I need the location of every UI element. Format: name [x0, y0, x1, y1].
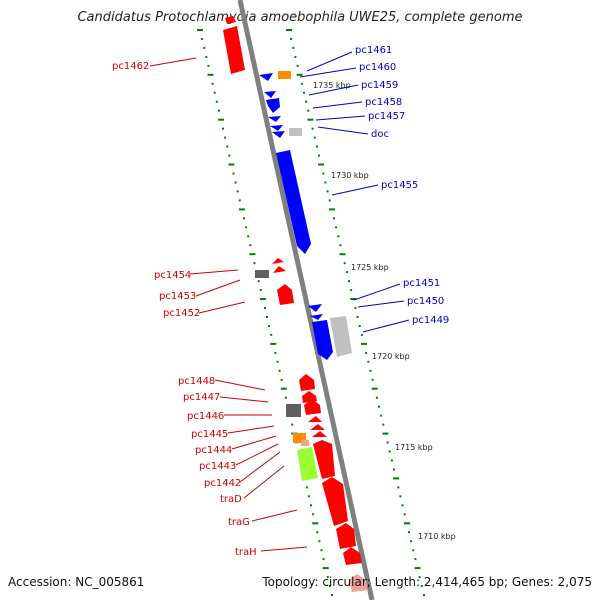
label-pc1460[interactable]: pc1460	[359, 62, 396, 73]
label-traH[interactable]: traH	[235, 547, 257, 558]
kbp-label: 1720 kbp	[372, 352, 410, 361]
gene-pc1458[interactable]	[266, 98, 280, 113]
label-pc1442[interactable]: pc1442	[204, 478, 241, 489]
gene-pc1442[interactable]	[297, 447, 318, 481]
gene-pc1444[interactable]	[293, 433, 306, 443]
label-pc1453[interactable]: pc1453	[159, 291, 196, 302]
connector-line	[357, 300, 405, 308]
gene-doc-a[interactable]	[270, 125, 283, 131]
gene-gray-small[interactable]	[289, 128, 302, 136]
label-pc1443[interactable]: pc1443	[199, 461, 236, 472]
right-gene-labels: pc1461 pc1460 pc1459 pc1458 pc1457 doc p…	[299, 45, 449, 333]
label-pc1458[interactable]: pc1458	[365, 97, 402, 108]
label-pc1448[interactable]: pc1448	[178, 376, 215, 387]
connector-line	[317, 126, 369, 135]
gene-small-red-1[interactable]	[308, 416, 322, 422]
kbp-label: 1735 kbp	[313, 81, 351, 90]
connector-line	[189, 269, 239, 275]
connector-line	[149, 57, 197, 67]
connector-line	[243, 465, 285, 499]
position-guides	[197, 29, 425, 596]
kbp-label: 1730 kbp	[331, 171, 369, 180]
label-pc1462[interactable]: pc1462	[112, 61, 149, 72]
connector-line	[315, 115, 366, 121]
gene-bottom-red[interactable]	[343, 547, 362, 565]
gene-pc1453-b[interactable]	[273, 266, 286, 273]
gene-pc1448[interactable]	[299, 374, 315, 391]
connector-line	[235, 443, 279, 466]
label-pc1457[interactable]: pc1457	[368, 111, 405, 122]
kbp-label: 1710 kbp	[418, 532, 456, 541]
gene-pc1446[interactable]	[286, 404, 301, 417]
label-pc1461[interactable]: pc1461	[355, 45, 392, 56]
kbp-label: 1725 kbp	[351, 263, 389, 272]
connector-line	[331, 184, 379, 196]
label-pc1447[interactable]: pc1447	[183, 392, 220, 403]
gene-top-fragment[interactable]	[225, 16, 236, 24]
gene-pc1449-gray[interactable]	[330, 316, 352, 357]
connector-line	[231, 435, 277, 450]
gene-pc1451[interactable]	[308, 304, 322, 312]
gene-pc1450[interactable]	[310, 314, 323, 320]
connector-line	[198, 301, 246, 314]
connector-line	[353, 283, 401, 301]
label-pc1459[interactable]: pc1459	[361, 80, 398, 91]
label-traD[interactable]: traD	[220, 494, 242, 505]
label-pc1445[interactable]: pc1445	[191, 429, 228, 440]
gene-pc1443[interactable]	[301, 440, 309, 446]
gene-pc1460[interactable]	[278, 71, 291, 79]
connector-line	[362, 319, 410, 333]
gene-pc1453-a[interactable]	[272, 258, 284, 264]
label-pc1455[interactable]: pc1455	[381, 180, 418, 191]
label-pc1446[interactable]: pc1446	[187, 411, 224, 422]
topology-text: Topology: circular; Length: 2,414,465 bp…	[262, 575, 592, 589]
gene-bottom-pink[interactable]	[349, 574, 368, 592]
label-doc[interactable]: doc	[371, 129, 389, 140]
genome-backbone	[237, 0, 375, 600]
label-pc1449[interactable]: pc1449	[412, 315, 449, 326]
connector-line	[299, 67, 357, 78]
gene-doc-b[interactable]	[272, 131, 285, 138]
gene-pc1457[interactable]	[268, 116, 281, 122]
connector-line	[306, 51, 353, 72]
gene-small-red-3[interactable]	[312, 431, 327, 437]
gene-pc1462[interactable]	[223, 26, 245, 74]
kbp-label: 1715 kbp	[395, 443, 433, 452]
connector-line	[219, 396, 269, 403]
label-pc1454[interactable]: pc1454	[154, 270, 191, 281]
map-title: Candidatus Protochlamydia amoebophila UW…	[77, 10, 523, 25]
gene-pc1445[interactable]	[304, 399, 321, 415]
gene-pc1452[interactable]	[277, 284, 294, 305]
kbp-markers: 1735 kbp 1730 kbp 1725 kbp 1720 kbp 1715…	[313, 81, 456, 541]
gene-traG[interactable]	[322, 477, 348, 526]
gene-pc1455[interactable]	[276, 150, 311, 254]
label-traG[interactable]: traG	[228, 517, 250, 528]
gene-pc1461[interactable]	[259, 73, 273, 81]
gene-pc1449-blue[interactable]	[312, 320, 333, 360]
label-pc1452[interactable]: pc1452	[163, 308, 200, 319]
label-pc1450[interactable]: pc1450	[407, 296, 444, 307]
accession-text: Accession: NC_005861	[8, 575, 145, 589]
gene-pc1454[interactable]	[255, 270, 269, 278]
label-pc1451[interactable]: pc1451	[403, 278, 440, 289]
connector-line	[214, 379, 266, 391]
gene-traD[interactable]	[313, 440, 335, 479]
connector-line	[260, 546, 308, 552]
connector-line	[239, 451, 281, 483]
left-gene-labels: pc1462 pc1454 pc1453 pc1452 pc1448 pc144…	[112, 57, 308, 558]
gene-traH[interactable]	[336, 523, 356, 549]
connector-line	[195, 279, 241, 297]
gene-features	[223, 16, 368, 592]
gene-pc1459[interactable]	[264, 91, 276, 98]
connector-line	[308, 84, 359, 96]
gene-small-red-2[interactable]	[310, 424, 325, 430]
connector-line	[251, 509, 298, 522]
connector-line	[227, 425, 275, 434]
connector-line	[312, 101, 363, 109]
label-pc1444[interactable]: pc1444	[195, 445, 232, 456]
